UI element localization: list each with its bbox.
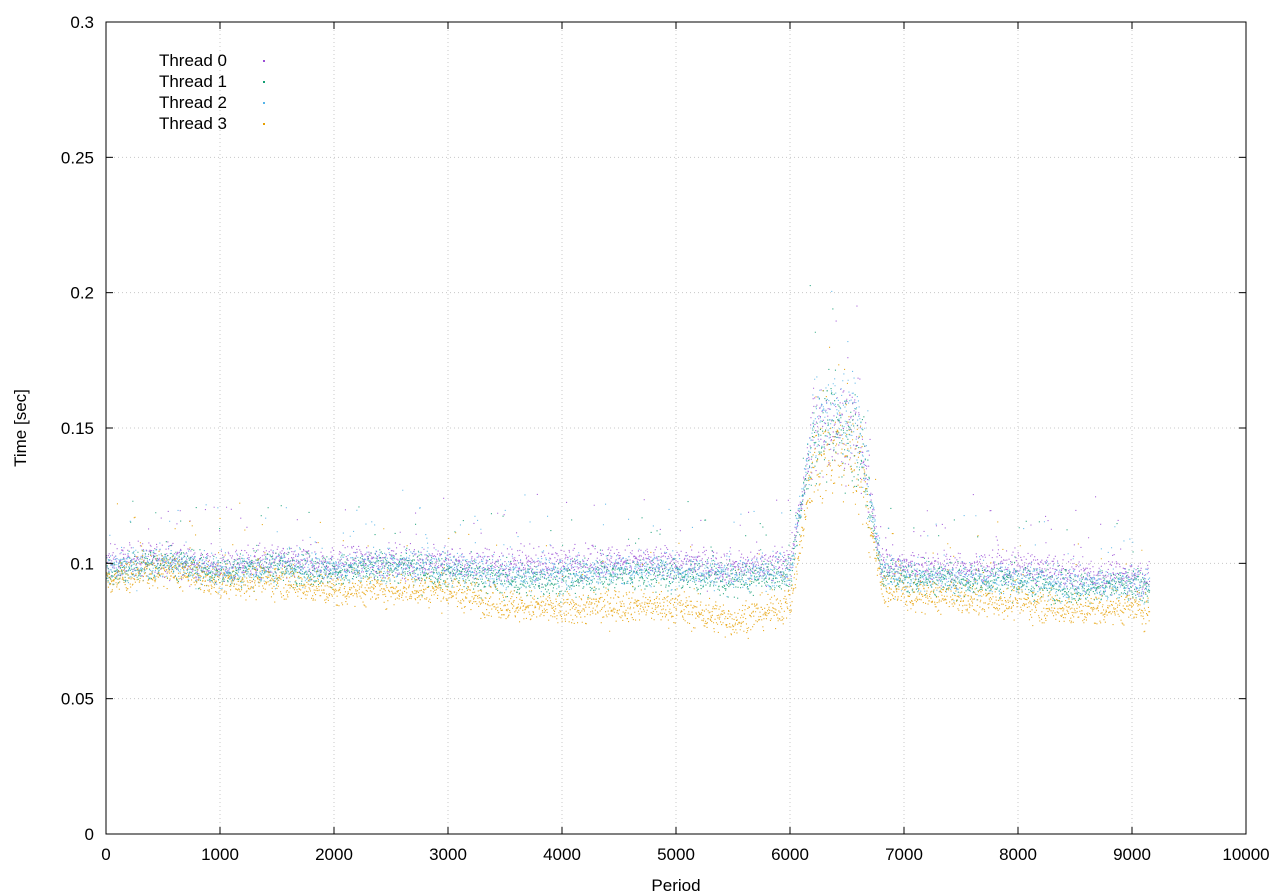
y-tick-label: 0.05 [61,690,94,709]
y-tick-label: 0 [85,825,94,844]
x-tick-label: 0 [101,845,110,864]
y-tick-label: 0.15 [61,419,94,438]
x-tick-label: 10000 [1222,845,1269,864]
legend-label: Thread 2 [159,93,227,112]
x-tick-label: 3000 [429,845,467,864]
series-2-points [106,290,1151,605]
x-tick-label: 2000 [315,845,353,864]
series-2-dots [106,290,1151,605]
legend-item: Thread 2 [159,93,265,112]
legend-label: Thread 0 [159,51,227,70]
legend-label: Thread 1 [159,72,227,91]
x-tick-label: 7000 [885,845,923,864]
legend-marker [263,123,265,125]
y-tick-label: 0.25 [61,148,94,167]
grid-lines [106,22,1246,834]
legend: Thread 0 Thread 1 Thread 2 Thread 3 [159,51,265,133]
x-tick-label: 5000 [657,845,695,864]
legend-item: Thread 3 [159,114,265,133]
legend-marker [263,102,265,104]
series-3-dots [106,346,1151,639]
y-axis-label: Time [sec] [11,389,30,467]
x-tick-label: 1000 [201,845,239,864]
series-0-points [106,305,1151,600]
x-tick-label: 9000 [1113,845,1151,864]
x-tick-label: 8000 [999,845,1037,864]
legend-label: Thread 3 [159,114,227,133]
data-points [106,285,1151,639]
legend-marker [263,60,265,62]
y-tick-label: 0.2 [70,284,94,303]
series-1-points [106,285,1151,606]
y-tick-label: 0.1 [70,554,94,573]
x-axis-label: Period [651,876,700,895]
axis-ticks: 0 1000 2000 3000 4000 5000 6000 7000 8000 9000 100… [61,13,1270,864]
series-3-points [106,346,1151,639]
x-tick-label: 4000 [543,845,581,864]
x-tick-label: 6000 [771,845,809,864]
series-1-dots [106,285,1151,606]
legend-marker [263,81,265,83]
y-tick-label: 0.3 [70,13,94,32]
legend-item: Thread 0 [159,51,265,70]
legend-item: Thread 1 [159,72,265,91]
series-0-dots [106,305,1151,600]
